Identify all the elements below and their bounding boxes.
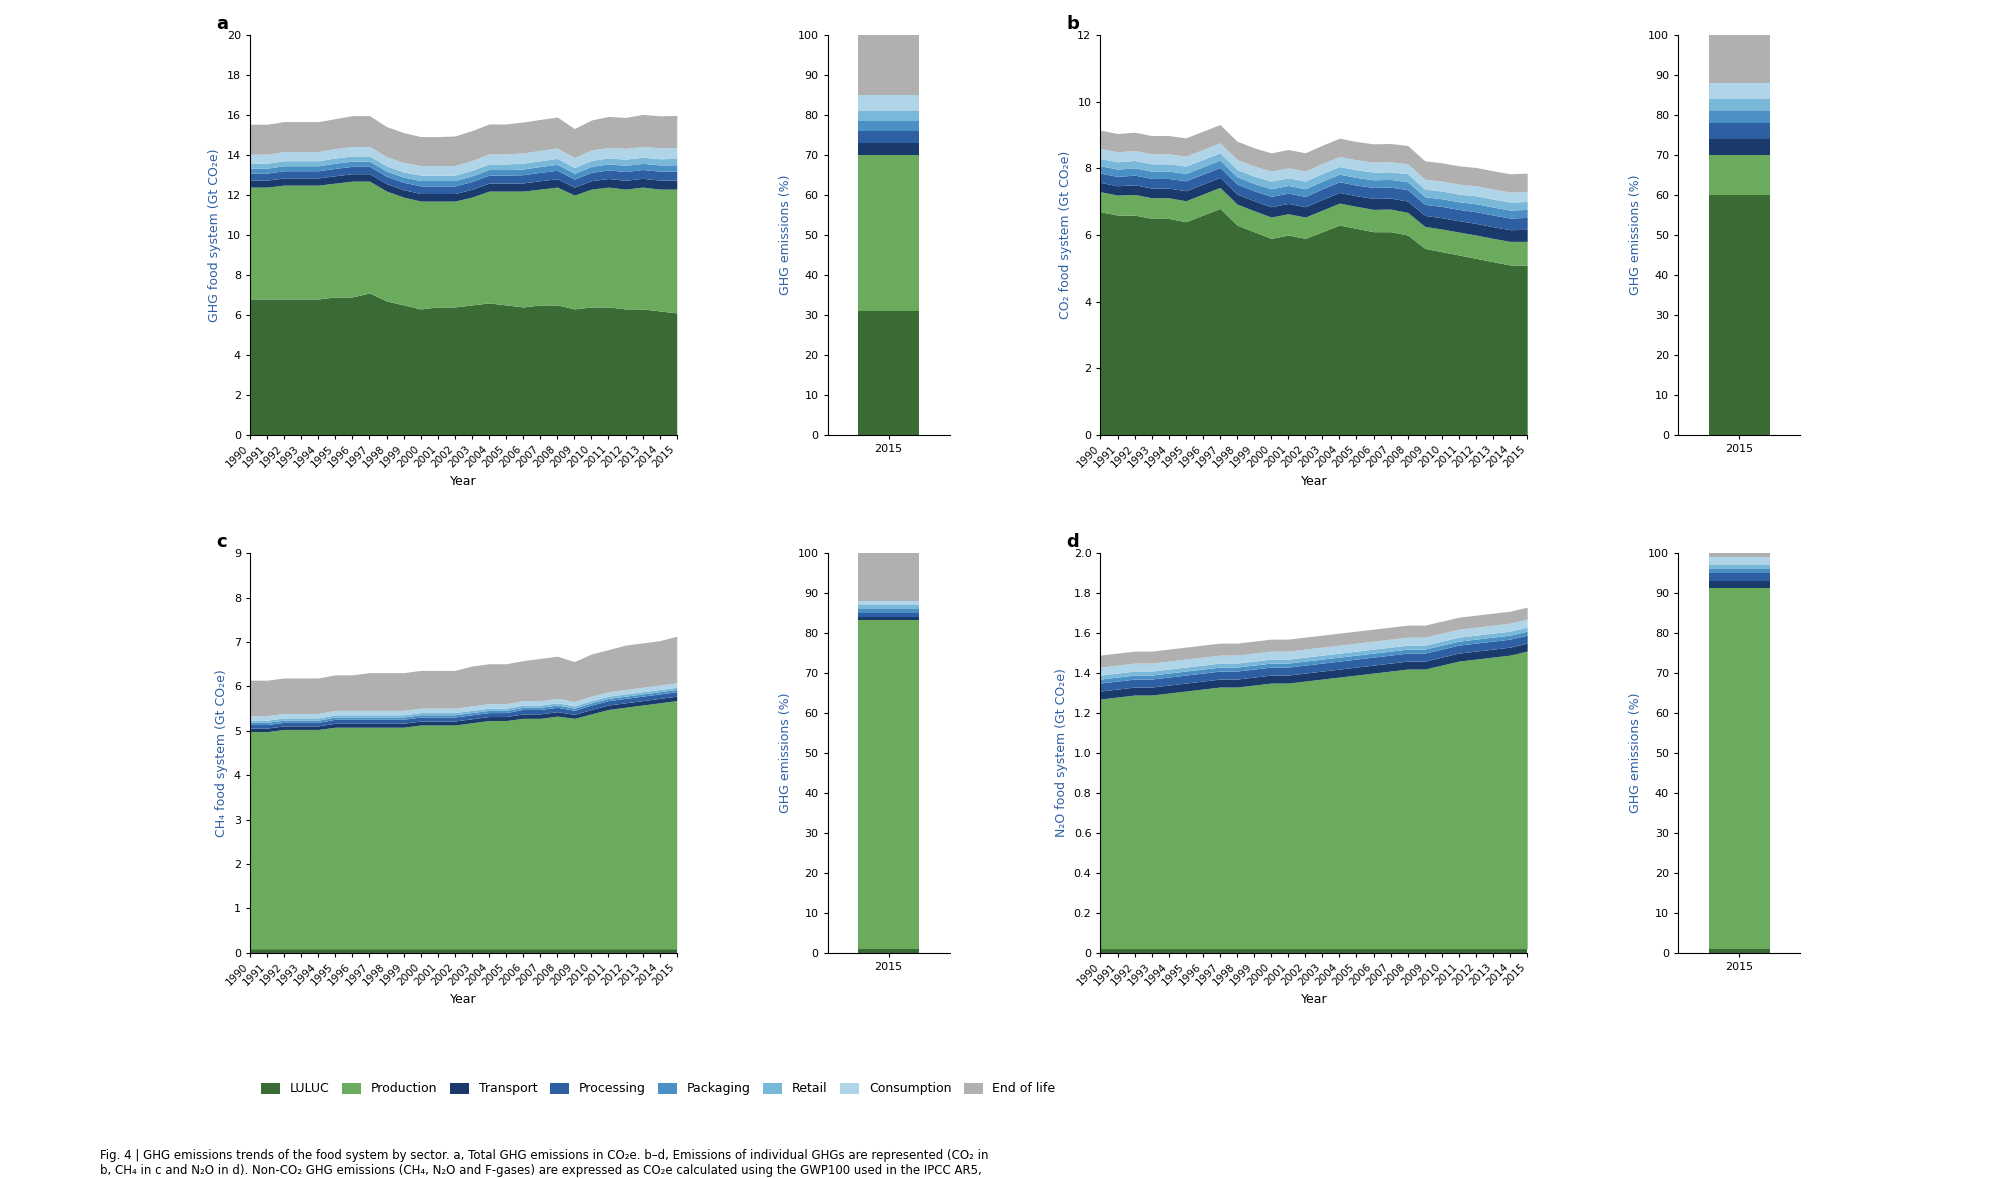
Bar [858,311,920,435]
Bar [1708,569,1770,573]
Y-axis label: CH₄ food system (Gt CO₂e): CH₄ food system (Gt CO₂e) [216,669,228,836]
Y-axis label: GHG emissions (%): GHG emissions (%) [780,174,792,296]
Y-axis label: GHG emissions (%): GHG emissions (%) [1630,693,1642,813]
X-axis label: Year: Year [450,993,476,1006]
Bar [858,131,920,144]
Bar [1708,565,1770,569]
Bar [1708,155,1770,196]
X-axis label: Year: Year [1300,475,1328,488]
Bar [1708,581,1770,589]
Bar [858,144,920,155]
Bar [1708,573,1770,581]
Bar [1708,196,1770,435]
Bar [858,604,920,609]
Text: d: d [1066,534,1080,551]
Bar [1708,111,1770,124]
Bar [1708,124,1770,139]
Bar [858,554,920,601]
Bar [1708,589,1770,948]
Bar [858,613,920,616]
Bar [1708,948,1770,953]
Bar [1708,84,1770,99]
Bar [1708,554,1770,557]
Bar [858,601,920,604]
Bar [1708,139,1770,155]
Bar [858,948,920,953]
X-axis label: Year: Year [1300,993,1328,1006]
Bar [858,121,920,131]
Bar [1708,35,1770,84]
Text: a: a [216,15,228,33]
X-axis label: Year: Year [450,475,476,488]
Bar [1708,557,1770,565]
Legend: LULUC, Production, Transport, Processing, Packaging, Retail, Consumption, End of: LULUC, Production, Transport, Processing… [256,1078,1060,1100]
Bar [858,155,920,311]
Bar [1708,99,1770,111]
Bar [858,609,920,613]
Y-axis label: N₂O food system (Gt CO₂e): N₂O food system (Gt CO₂e) [1056,668,1068,838]
Text: b: b [1066,15,1080,33]
Bar [858,616,920,621]
Y-axis label: GHG emissions (%): GHG emissions (%) [1630,174,1642,296]
Bar [858,111,920,121]
Bar [858,35,920,95]
Text: c: c [216,534,226,551]
Y-axis label: GHG food system (Gt CO₂e): GHG food system (Gt CO₂e) [208,148,222,322]
Bar [858,621,920,948]
Y-axis label: GHG emissions (%): GHG emissions (%) [780,693,792,813]
Y-axis label: CO₂ food system (Gt CO₂e): CO₂ food system (Gt CO₂e) [1058,151,1072,319]
Text: Fig. 4 | GHG emissions trends of the food system by sector. a, Total GHG emissio: Fig. 4 | GHG emissions trends of the foo… [100,1149,988,1178]
Bar [858,95,920,111]
